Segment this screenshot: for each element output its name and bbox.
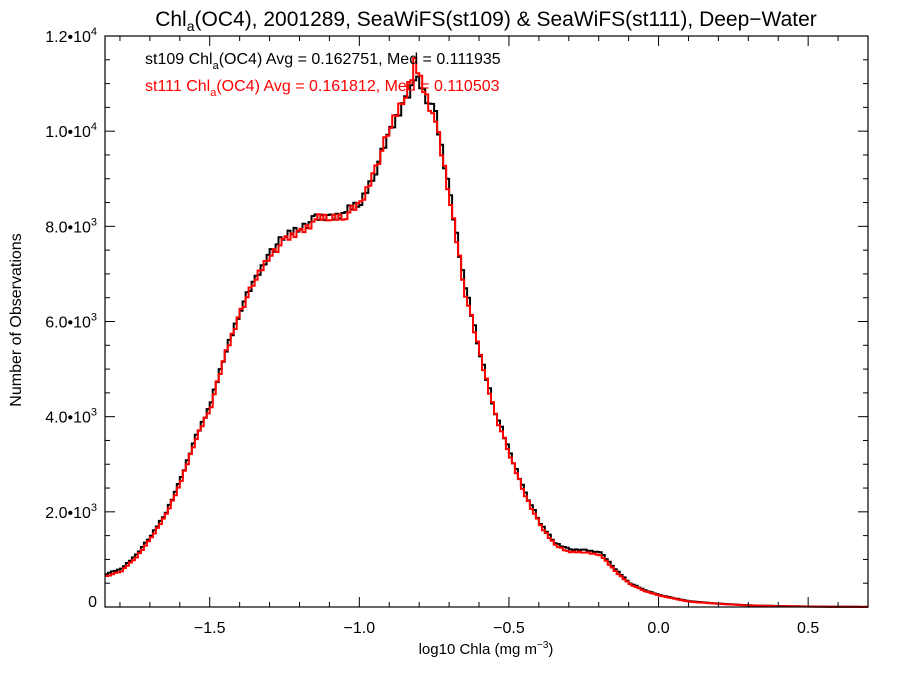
- y-axis-label: Number of Observations: [8, 233, 25, 406]
- y-tick-mantissa: 1.2•10: [45, 29, 91, 46]
- title-part-2: (OC4), 2001289, SeaWiFS(st109) & SeaWiFS…: [195, 8, 817, 31]
- x-tick-label: 0.5: [797, 620, 819, 637]
- y-tick-mantissa: 4.0•10: [45, 410, 91, 427]
- y-tick-label: 1.2•104: [45, 26, 97, 46]
- axes-layer: −1.5 −1.0 −0.5 0.0 0.502.0•1034.0•1036.0•103…: [45, 26, 869, 637]
- title-subscript: a: [187, 18, 195, 34]
- x-axis-label-main: log10 Chla (mg m: [419, 641, 537, 658]
- y-tick-mantissa: 0: [88, 594, 97, 611]
- x-axis-label-exponent: −3: [537, 640, 549, 651]
- annotation-text-rest: (OC4) Avg = 0.162751, Med = 0.111935: [219, 51, 501, 68]
- title-part-1: Chl: [155, 8, 187, 31]
- y-tick-label: 1.0•104: [45, 121, 97, 141]
- x-tick-label: −1.5: [194, 620, 226, 637]
- y-tick-mantissa: 2.0•10: [45, 505, 91, 522]
- y-tick-exponent: 3: [91, 216, 97, 228]
- y-tick-mantissa: 8.0•10: [45, 219, 91, 236]
- y-tick-mantissa: 1.0•10: [45, 124, 91, 141]
- annotation-line-2: st111 Chla(OC4) Avg = 0.161812, Med = 0.…: [145, 78, 500, 99]
- annotation-text: st111 Chl: [145, 78, 210, 95]
- chart-title: Chla(OC4), 2001289, SeaWiFS(st109) & Sea…: [155, 8, 817, 34]
- y-tick-label: 4.0•103: [45, 407, 97, 427]
- annotation-line-1: st109 Chla(OC4) Avg = 0.162751, Med = 0.…: [145, 51, 501, 72]
- annotation-text-rest: (OC4) Avg = 0.161812, Med = 0.110503: [216, 78, 499, 95]
- annotation-text: st109 Chl: [145, 51, 213, 68]
- y-tick-label: 0: [88, 594, 97, 611]
- y-tick-exponent: 4: [91, 121, 97, 133]
- y-tick-exponent: 3: [91, 312, 97, 324]
- series-st111-line: [105, 57, 868, 608]
- x-tick-label: −0.5: [493, 620, 525, 637]
- x-axis-label: log10 Chla (mg m−3): [419, 640, 554, 658]
- y-tick-label: 2.0•103: [45, 502, 97, 522]
- x-tick-label: −1.0: [344, 620, 376, 637]
- annotation-layer: st109 Chla(OC4) Avg = 0.162751, Med = 0.…: [145, 51, 501, 99]
- annotation-subscript: a: [210, 87, 217, 99]
- annotation-subscript: a: [213, 60, 220, 72]
- series-layer: [105, 57, 868, 608]
- x-axis-label-end: ): [548, 641, 553, 658]
- y-tick-exponent: 4: [91, 26, 97, 38]
- y-tick-exponent: 3: [91, 407, 97, 419]
- y-tick-label: 8.0•103: [45, 216, 97, 236]
- x-tick-label: 0.0: [647, 620, 669, 637]
- y-tick-label: 6.0•103: [45, 312, 97, 332]
- y-tick-mantissa: 6.0•10: [45, 315, 91, 332]
- y-tick-exponent: 3: [91, 502, 97, 514]
